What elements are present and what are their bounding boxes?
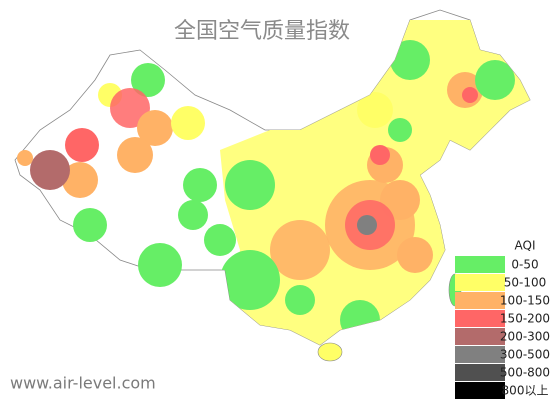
legend-swatch xyxy=(455,382,505,399)
legend-swatch xyxy=(455,346,505,363)
legend-swatch xyxy=(455,292,505,309)
legend-swatch xyxy=(455,364,505,381)
legend-label: 100-150 xyxy=(500,294,550,308)
legend-label: 50-100 xyxy=(504,276,547,290)
legend-label: 300-500 xyxy=(500,348,550,362)
legend-label: 500-800 xyxy=(500,366,550,380)
legend-label: 0-50 xyxy=(511,258,538,272)
legend-swatch xyxy=(455,328,505,345)
legend: AQI 0-50 50-100 100-150 150-200 200-300 300-5… xyxy=(455,239,550,399)
watermark: www.air-level.com xyxy=(10,374,156,393)
legend-label: 200-300 xyxy=(500,330,550,344)
legend-swatch xyxy=(455,310,505,327)
legend-swatch xyxy=(455,256,505,273)
legend-label: 150-200 xyxy=(500,312,550,326)
legend-swatch xyxy=(455,274,505,291)
legend-title: AQI xyxy=(515,239,536,253)
legend-label: 800以上 xyxy=(502,384,549,398)
map-title: 全国空气质量指数 xyxy=(174,19,350,44)
